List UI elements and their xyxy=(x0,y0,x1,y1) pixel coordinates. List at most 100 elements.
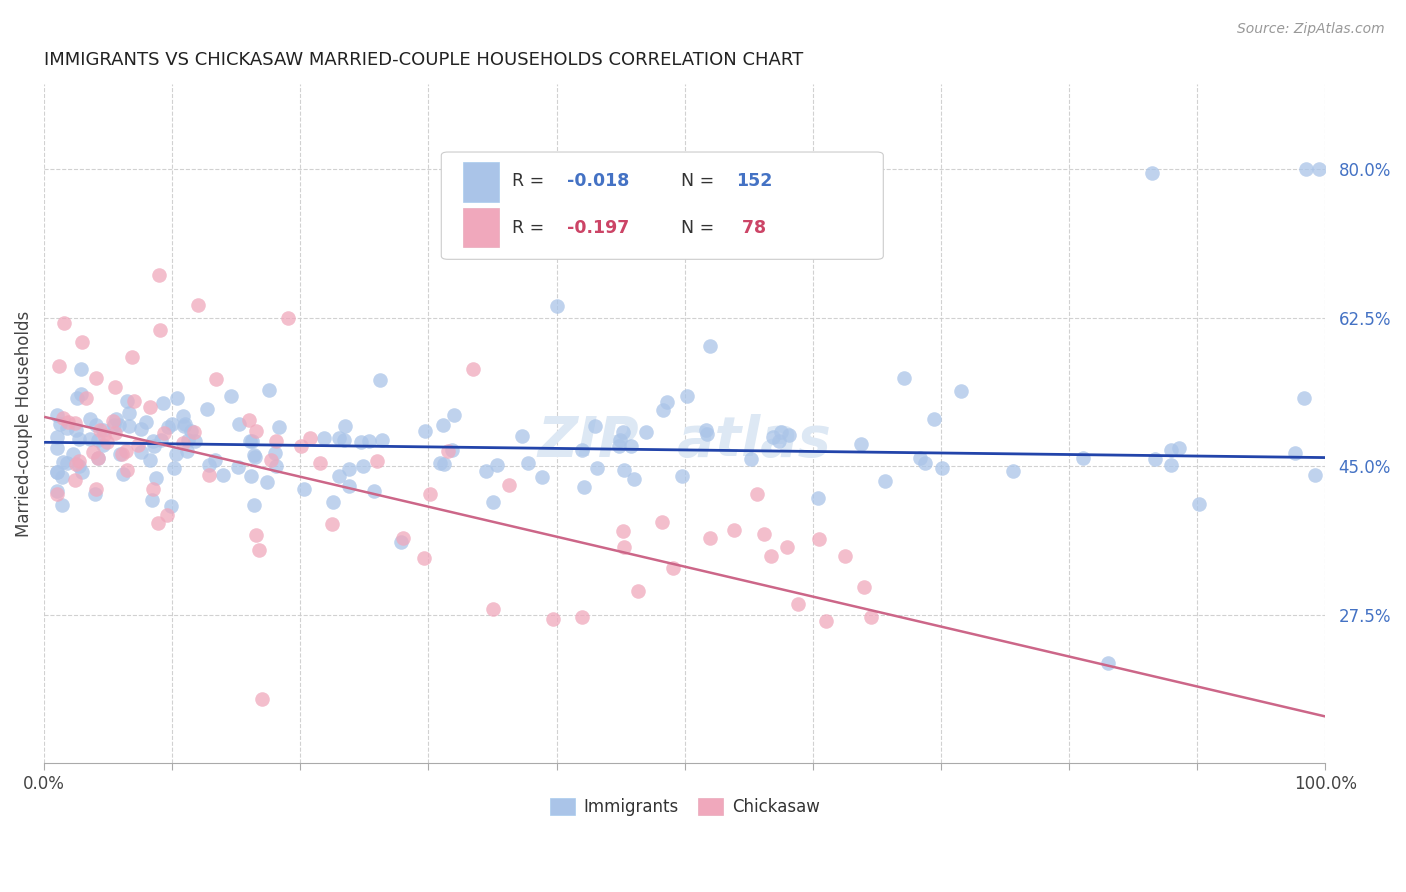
Point xyxy=(292,482,315,496)
Point xyxy=(87,451,110,466)
Point xyxy=(266,434,288,449)
Point xyxy=(177,433,200,447)
Point xyxy=(357,434,380,449)
Point xyxy=(661,561,683,575)
Point xyxy=(699,531,721,545)
Text: N =: N = xyxy=(681,172,720,190)
Point xyxy=(93,427,115,442)
Point xyxy=(849,437,872,451)
Point xyxy=(228,459,250,474)
Point xyxy=(814,614,837,628)
Point xyxy=(172,409,194,423)
Point xyxy=(243,448,266,462)
Point xyxy=(366,454,388,468)
Point xyxy=(541,612,564,626)
Point xyxy=(115,394,138,409)
Point xyxy=(349,434,371,449)
Point xyxy=(166,392,188,406)
Point xyxy=(860,610,883,624)
Point xyxy=(141,493,163,508)
Point xyxy=(79,411,101,425)
Point xyxy=(485,458,508,472)
Point xyxy=(651,515,673,529)
Point xyxy=(263,446,285,460)
Text: N =: N = xyxy=(681,219,720,236)
Point xyxy=(321,517,343,532)
Point xyxy=(84,487,107,501)
Point xyxy=(1284,446,1306,460)
Y-axis label: Married-couple Households: Married-couple Households xyxy=(15,310,32,537)
Point xyxy=(337,479,360,493)
FancyBboxPatch shape xyxy=(441,152,883,260)
Point xyxy=(82,445,104,459)
Point xyxy=(695,423,717,437)
Point xyxy=(481,495,503,509)
Point xyxy=(250,692,273,706)
Point xyxy=(636,425,658,440)
Point xyxy=(475,464,498,478)
Point xyxy=(153,425,176,440)
Point xyxy=(152,396,174,410)
Point xyxy=(583,419,606,434)
Point xyxy=(134,415,156,429)
Point xyxy=(875,474,897,488)
Point xyxy=(586,460,609,475)
Point xyxy=(290,439,312,453)
Point xyxy=(247,542,270,557)
Point xyxy=(328,469,350,483)
Point xyxy=(187,298,209,312)
Point xyxy=(89,423,111,437)
Point xyxy=(112,467,135,482)
Point xyxy=(67,432,90,446)
Point xyxy=(752,527,775,541)
Point xyxy=(627,583,650,598)
Point xyxy=(45,465,67,479)
Text: -0.197: -0.197 xyxy=(567,219,628,236)
Point xyxy=(776,540,799,554)
Point xyxy=(65,391,87,405)
Point xyxy=(96,435,118,450)
Point xyxy=(129,422,152,436)
Text: IMMIGRANTS VS CHICKASAW MARRIED-COUPLE HOUSEHOLDS CORRELATION CHART: IMMIGRANTS VS CHICKASAW MARRIED-COUPLE H… xyxy=(44,51,803,69)
Point xyxy=(481,601,503,615)
Point xyxy=(45,483,67,498)
Point xyxy=(67,459,90,474)
Point xyxy=(807,532,830,546)
Point xyxy=(108,447,131,461)
Point xyxy=(212,468,235,483)
Point xyxy=(165,447,187,461)
Point xyxy=(1071,450,1094,465)
Point xyxy=(239,469,262,483)
Point xyxy=(389,534,412,549)
Point xyxy=(671,469,693,483)
Point xyxy=(219,389,242,403)
Point xyxy=(142,434,165,448)
Point xyxy=(48,417,70,432)
Point xyxy=(183,425,205,439)
Point xyxy=(143,439,166,453)
Point xyxy=(198,458,221,473)
Point xyxy=(609,433,631,447)
Point xyxy=(91,423,114,437)
Point xyxy=(620,439,643,453)
Point xyxy=(115,463,138,477)
Point xyxy=(56,456,79,470)
Point xyxy=(1143,452,1166,467)
Point xyxy=(745,487,768,501)
Point xyxy=(115,443,138,458)
Point xyxy=(79,432,101,446)
Point xyxy=(103,414,125,428)
Point xyxy=(853,580,876,594)
Point xyxy=(574,480,596,494)
Point xyxy=(139,400,162,414)
Point xyxy=(228,417,250,432)
Text: ZIP  atlas: ZIP atlas xyxy=(538,414,831,467)
Point xyxy=(180,424,202,438)
Point xyxy=(651,403,673,417)
Point xyxy=(676,389,699,403)
Point xyxy=(1142,166,1164,180)
Point xyxy=(762,430,785,444)
Point xyxy=(48,359,70,373)
Point xyxy=(195,402,218,417)
Point xyxy=(433,457,456,471)
